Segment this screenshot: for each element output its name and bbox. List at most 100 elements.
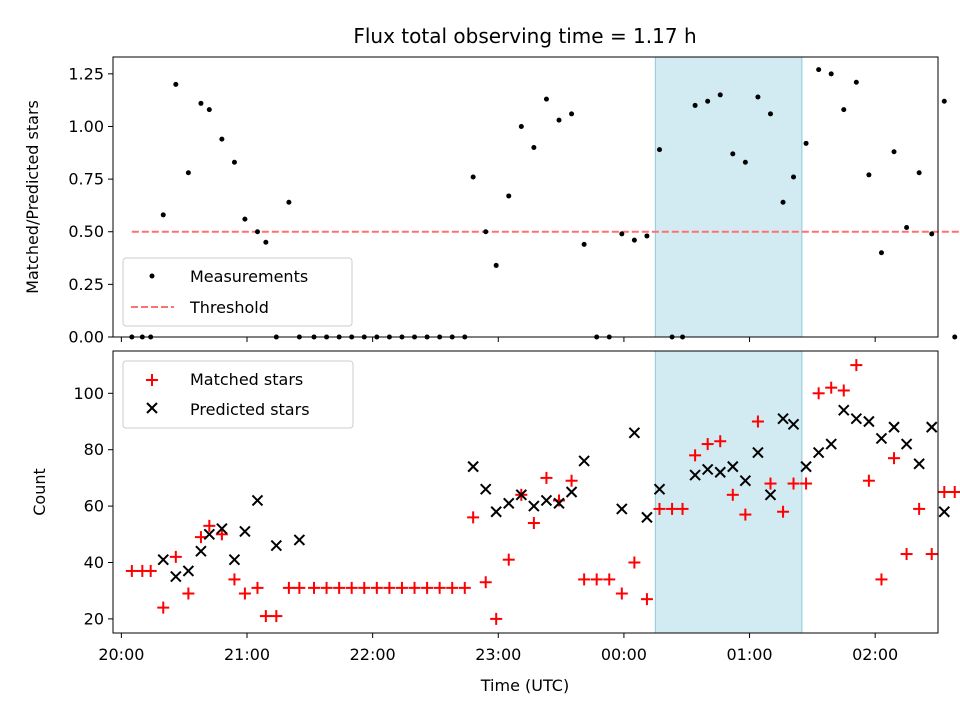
measurement-point xyxy=(891,149,897,155)
predicted-star-point xyxy=(467,460,479,473)
measurement-point xyxy=(841,107,847,113)
measurement-point xyxy=(780,199,786,205)
measurement-point xyxy=(767,111,773,117)
predicted-star-stroke-b xyxy=(195,545,207,557)
bottom-legend: Matched stars Predicted stars xyxy=(122,360,354,429)
matched-star-point xyxy=(888,452,901,465)
matched-star-point xyxy=(666,502,679,515)
predicted-star-stroke-b xyxy=(777,412,789,425)
matched-star-point xyxy=(320,581,333,594)
bot-ytick-label: 80 xyxy=(84,440,104,459)
predicted-star-stroke-b xyxy=(270,539,283,552)
matched-star-point xyxy=(228,573,241,586)
predicted-star-point xyxy=(913,458,925,470)
legend-predicted-label: Predicted stars xyxy=(190,400,310,419)
legend-measurements-label: Measurements xyxy=(190,267,308,286)
predicted-star-stroke-b xyxy=(203,528,216,541)
bottom-legend-box xyxy=(122,360,354,429)
measurement-point xyxy=(483,229,489,235)
measurement-point xyxy=(254,229,260,235)
predicted-star-stroke-b xyxy=(913,458,925,470)
matched-star-point xyxy=(615,587,628,600)
measurement-point xyxy=(644,233,650,239)
predicted-star-stroke-b xyxy=(553,497,565,509)
matched-star-point xyxy=(676,502,689,515)
measurement-point xyxy=(692,102,698,108)
predicted-star-stroke-b xyxy=(838,404,850,416)
top-ytick-label: 0.75 xyxy=(68,170,104,189)
measurement-point xyxy=(816,67,822,73)
matched-star-point xyxy=(144,564,157,577)
measurement-point xyxy=(506,193,512,199)
predicted-star-point xyxy=(701,463,714,476)
bot-xtick-label: 21:00 xyxy=(224,645,270,664)
predicted-star-stroke-b xyxy=(714,466,726,478)
predicted-star-point xyxy=(270,539,283,552)
matched-star-point xyxy=(925,548,938,561)
matched-star-point xyxy=(653,502,666,515)
matched-star-point xyxy=(850,359,863,372)
matched-star-point xyxy=(590,573,603,586)
top-ytick-label: 1.00 xyxy=(68,117,104,136)
predicted-star-point xyxy=(653,483,666,495)
predicted-star-stroke-b xyxy=(888,421,900,433)
measurement-point xyxy=(828,71,834,77)
predicted-star-stroke-b xyxy=(875,432,888,445)
matched-star-point xyxy=(458,581,471,594)
measurement-point xyxy=(619,231,625,237)
measurement-point xyxy=(904,225,910,231)
predicted-star-point xyxy=(293,534,306,546)
top-ytick-label: 0.00 xyxy=(68,328,104,347)
matched-star-point xyxy=(395,581,408,594)
bot-ytick-label: 60 xyxy=(84,497,104,516)
matched-star-point xyxy=(527,517,540,530)
measurement-point xyxy=(929,231,935,237)
matched-star-point xyxy=(370,581,383,594)
measurement-point xyxy=(173,81,179,87)
measurement-point xyxy=(941,98,947,104)
bot-xtick-label: 00:00 xyxy=(601,645,647,664)
legend-threshold-label: Threshold xyxy=(189,298,269,317)
matched-star-point xyxy=(751,415,764,428)
matched-star-point xyxy=(837,384,850,397)
matched-star-point xyxy=(157,601,170,614)
predicted-star-stroke-b xyxy=(503,497,515,509)
matched-star-point xyxy=(194,531,207,544)
predicted-star-point xyxy=(628,427,641,439)
matched-star-point xyxy=(714,435,727,448)
matched-star-point xyxy=(726,488,739,501)
matched-star-point xyxy=(701,438,714,451)
bot-xtick-label: 22:00 xyxy=(350,645,396,664)
matched-star-point xyxy=(565,474,578,487)
matched-star-point xyxy=(421,581,434,594)
predicted-star-stroke-b xyxy=(239,525,251,538)
predicted-star-point xyxy=(838,404,850,416)
predicted-star-stroke-b xyxy=(727,460,739,473)
predicted-star-point xyxy=(239,525,251,538)
predicted-star-point xyxy=(251,494,264,507)
measurement-point xyxy=(916,170,922,176)
predicted-star-point xyxy=(182,565,195,577)
measurement-point xyxy=(263,239,269,245)
predicted-star-stroke-b xyxy=(739,475,752,487)
measurement-point xyxy=(219,136,225,142)
predicted-star-stroke-b xyxy=(293,534,306,546)
predicted-star-point xyxy=(787,418,800,431)
top-ytick-label: 0.25 xyxy=(68,275,104,294)
matched-star-point xyxy=(333,581,346,594)
predicted-star-stroke-b xyxy=(863,415,875,428)
predicted-star-point xyxy=(228,553,241,566)
predicted-star-stroke-b xyxy=(641,511,653,524)
matched-star-point xyxy=(603,573,616,586)
matched-star-point xyxy=(408,581,421,594)
matched-star-point xyxy=(739,508,752,521)
predicted-star-point xyxy=(850,412,863,425)
matched-star-point xyxy=(251,581,264,594)
measurement-point xyxy=(242,216,248,222)
measurement-point xyxy=(493,262,499,268)
matched-star-point xyxy=(215,528,228,541)
legend-predicted-marker xyxy=(146,402,158,414)
predicted-star-point xyxy=(739,475,752,487)
matched-star-point xyxy=(467,511,480,524)
